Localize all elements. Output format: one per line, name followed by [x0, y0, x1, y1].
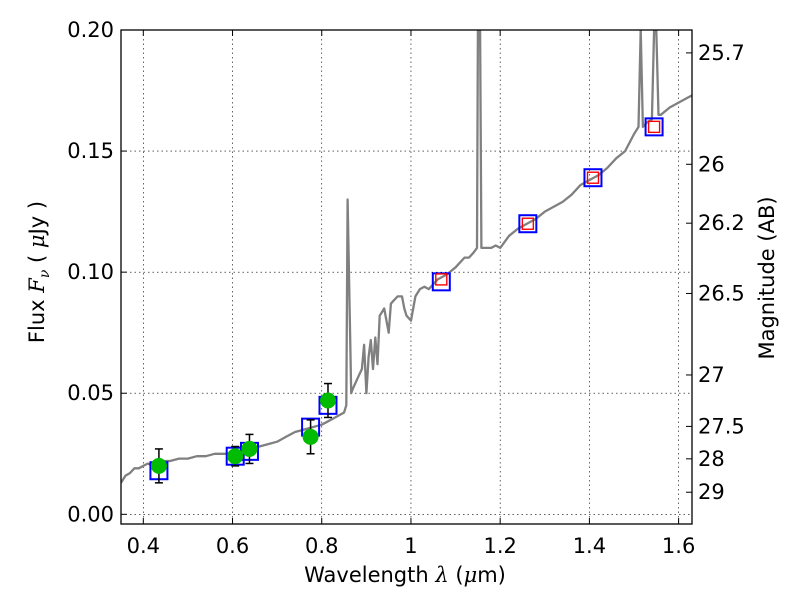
observed-point — [150, 457, 167, 474]
y2-axis-title: Magnitude (AB) — [755, 196, 779, 359]
upper-limit-square-point — [435, 273, 448, 286]
y-axis-title: Flux Fν ( μJy ) — [25, 201, 53, 343]
observed-point — [241, 440, 258, 457]
model-square-point — [518, 214, 538, 234]
grid — [121, 29, 692, 524]
x-axis-title: Wavelength λ (μm) — [304, 563, 506, 587]
upper-limit-square-point — [521, 217, 535, 230]
plot-frame — [120, 29, 693, 525]
x-tick-label: 0.8 — [305, 534, 338, 558]
mag-tick-label: 29 — [698, 480, 725, 504]
x-tick-label: 1.6 — [662, 534, 695, 558]
mag-tick-label: 26.2 — [698, 211, 745, 235]
x-tick-label: 1 — [404, 534, 417, 558]
upper-limit-square-point — [586, 171, 600, 184]
y-tick-label: 0.15 — [67, 139, 114, 163]
mag-tick-label: 27.5 — [698, 414, 745, 438]
x-tick-label: 0.4 — [127, 534, 160, 558]
observed-point — [227, 448, 244, 465]
upper-limit-square-point — [647, 120, 661, 134]
mag-tick-label: 28 — [698, 447, 725, 471]
mag-tick-label: 26 — [698, 152, 725, 176]
y-tick-label: 0.20 — [67, 18, 114, 42]
mag-tick-label: 27 — [698, 363, 725, 387]
spectrum-line — [121, 30, 692, 484]
mag-tick-label: 26.5 — [698, 281, 745, 305]
observed-point — [302, 428, 319, 445]
x-tick-label: 0.6 — [216, 534, 249, 558]
x-tick-label: 1.2 — [483, 534, 516, 558]
model-square-point — [644, 117, 664, 137]
x-tick-label: 1.4 — [573, 534, 606, 558]
y-tick-label: 0.05 — [67, 381, 114, 405]
y-tick-label: 0.10 — [67, 260, 114, 284]
marker-layer — [149, 117, 664, 484]
model-square-point — [583, 168, 603, 188]
y-tick-label: 0.00 — [67, 502, 114, 526]
observed-point — [319, 392, 336, 409]
tick-layer: 0.4 0.6 0.8 1 1.2 1.4 1.6 0.00 0.05 0.10 0.15 0.20 2… — [67, 18, 745, 558]
mag-tick-label: 25.7 — [698, 41, 745, 65]
spectrum-layer — [121, 30, 692, 484]
